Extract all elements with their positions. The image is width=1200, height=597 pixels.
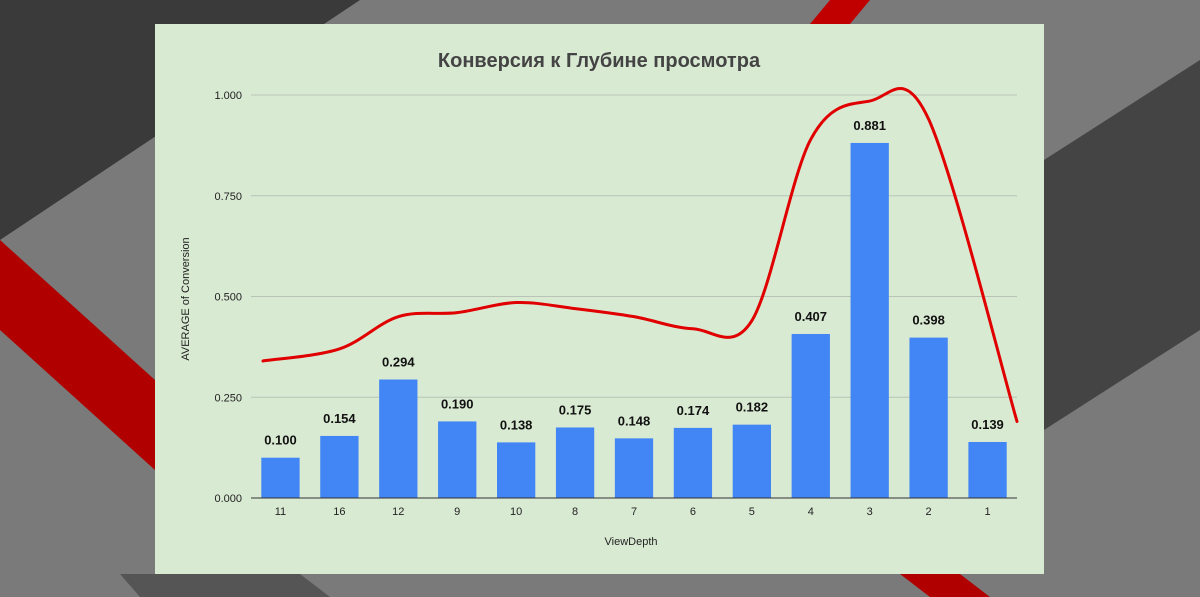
chart-panel: Конверсия к Глубине просмотра 0.000 0.250…: [155, 24, 1044, 574]
y-tick-label: 0.500: [214, 292, 242, 304]
bar-12: [379, 379, 418, 498]
y-tick-label: 1.000: [214, 90, 242, 102]
x-tick-label-9: 9: [454, 506, 460, 518]
data-label-10: 0.138: [500, 417, 533, 432]
data-labels: 0.100 0.154 0.294 0.190 0.138 0.175 0.148 0.174…: [264, 118, 1004, 448]
x-tick-label-16: 16: [333, 506, 345, 518]
data-label-7: 0.148: [618, 413, 651, 428]
bg-dark-band-right: [1044, 60, 1200, 430]
x-tick-label-1: 1: [984, 506, 990, 518]
y-axis-ticks: 0.000 0.250 0.500 0.750 1.000: [214, 90, 242, 505]
data-label-1: 0.139: [971, 417, 1004, 432]
x-tick-label-4: 4: [808, 506, 814, 518]
bar-8: [555, 427, 595, 498]
data-label-11: 0.100: [264, 433, 297, 448]
x-axis-title: ViewDepth: [605, 536, 658, 548]
x-tick-label-3: 3: [867, 506, 873, 518]
bg-red-stripe-top: [810, 0, 870, 24]
x-axis-ticks: 11 16 12 9 10 8 7 6 5 4 3 2 1: [275, 506, 991, 518]
bar-4: [791, 333, 830, 498]
x-tick-label-11: 11: [275, 506, 286, 518]
bar-chart: Конверсия к Глубине просмотра 0.000 0.250…: [180, 50, 1019, 548]
bars: [261, 142, 1007, 498]
data-label-5: 0.182: [736, 400, 769, 415]
chart-title: Конверсия к Глубине просмотра: [438, 50, 761, 72]
bar-2: [909, 337, 948, 498]
bar-7: [614, 438, 654, 498]
x-tick-label-8: 8: [572, 506, 578, 518]
bar-11: [261, 457, 300, 498]
x-tick-label-2: 2: [926, 506, 932, 518]
x-tick-label-7: 7: [631, 506, 637, 518]
trend-annotation-line: [261, 87, 1019, 423]
bar-3: [850, 142, 889, 498]
bg-red-stripe-bottom: [900, 574, 990, 597]
data-label-2: 0.398: [912, 313, 945, 328]
data-label-9: 0.190: [441, 396, 474, 411]
y-axis-title: AVERAGE of Conversion: [180, 237, 192, 360]
grid-lines: [251, 94, 1017, 398]
bar-6: [673, 427, 713, 498]
x-tick-label-12: 12: [392, 506, 404, 518]
y-tick-label: 0.750: [214, 191, 242, 203]
bar-5: [732, 424, 771, 498]
x-tick-label-10: 10: [510, 506, 522, 518]
bg-red-stripe-left: [0, 240, 155, 470]
data-label-4: 0.407: [794, 309, 827, 324]
bar-10: [497, 442, 536, 498]
x-tick-label-6: 6: [690, 506, 696, 518]
bar-9: [438, 421, 477, 498]
data-label-16: 0.154: [323, 411, 356, 426]
bar-16: [320, 435, 359, 498]
bg-dark-band-bottom: [120, 574, 330, 597]
data-label-12: 0.294: [382, 355, 415, 370]
y-tick-label: 0.250: [214, 392, 242, 404]
data-label-8: 0.175: [559, 402, 592, 417]
y-tick-label: 0.000: [214, 493, 242, 505]
data-label-6: 0.174: [677, 403, 710, 418]
x-tick-label-5: 5: [749, 506, 755, 518]
bar-1: [968, 441, 1007, 498]
data-label-3: 0.881: [853, 118, 886, 133]
